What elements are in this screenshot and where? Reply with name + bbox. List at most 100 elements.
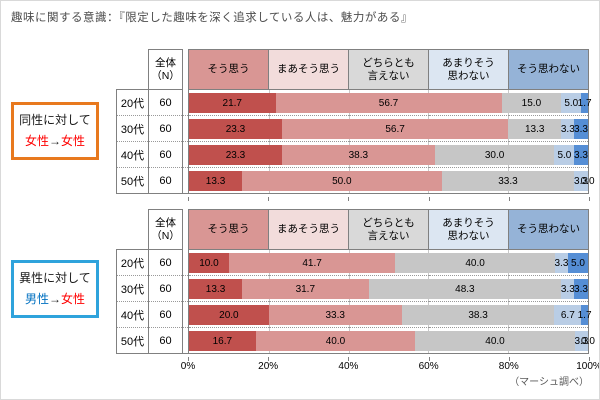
plot-cell: 23.3 38.3 30.0 5.0 3.3 [188,141,589,168]
bar-value-label: 38.3 [468,309,488,321]
bar-value-label: 5.0 [571,257,585,269]
bar-value-label: 21.7 [222,97,242,109]
plot-area: 21.7 56.7 15.0 5.0 1.7 [189,90,592,115]
plot-cell: 10.0 41.7 40.0 3.3 5.0 [188,249,589,276]
gap-cell [182,115,189,142]
age-label: 30代 [116,115,149,142]
bar-value-label: 3.3 [560,283,575,295]
table-row: 20代 60 10.0 41.7 40.0 3.3 5.0 [116,249,589,276]
bar-segment: 6.7 [554,305,582,325]
bar-segment: 21.7 [189,93,276,113]
bar-segment: 13.3 [508,119,562,139]
axis-tick-label: 40% [338,361,359,372]
bar-segment: 40.0 [415,331,575,351]
bar-segment: 13.3 [189,279,243,299]
bar-segment: 38.3 [401,305,555,325]
group-direction-label: 男性→女性 [25,289,85,310]
bar-segment: 33.3 [441,171,575,191]
gap-cell [182,249,189,276]
bar-value-label: 1.7 [577,309,592,321]
axis-tick [589,357,590,361]
gap-cell [182,275,189,302]
bar-segment: 3.3 [554,253,568,273]
axis-tick-label: 80% [498,361,519,372]
table-row: 40代 60 23.3 38.3 30.0 5.0 3.3 [116,141,589,168]
legend-cell: そう思う [188,209,269,250]
bar-value-label: 0.0 [581,335,595,347]
axis-tick [268,357,270,361]
axis-tick [508,357,510,361]
bar-value-label: 3.3 [574,283,588,295]
bar-segment: 5.0 [554,145,575,165]
bar-value-label: 6.7 [560,309,575,321]
stacked-bar: 23.3 56.7 13.3 3.3 3.3 [189,119,588,139]
plot-area: 10.0 41.7 40.0 3.3 5.0 [189,250,588,275]
n-value: 60 [148,115,183,142]
n-column-header: 全体 （N） [148,49,183,90]
bar-segment: 31.7 [242,279,369,299]
plot-cell: 20.0 33.3 38.3 6.7 1.7 [188,301,592,328]
age-label: 50代 [116,327,149,354]
plot-area: 20.0 33.3 38.3 6.7 1.7 [189,302,592,327]
legend-cell: どちらとも 言えない [348,49,429,90]
source-note: （マーシュ調べ） [509,377,589,388]
bar-segment: 3.3 [560,119,575,139]
group-to-label: 女性 [61,134,86,148]
bar-value-label: 3.3 [574,149,588,161]
group-from-label: 男性 [24,292,49,306]
n-value: 60 [148,89,183,116]
table-row: 40代 60 20.0 33.3 38.3 6.7 1.7 [116,301,592,328]
axis-tick [508,197,510,201]
group-direction-label: 女性→女性 [25,131,85,152]
chart-table: 全体 （N） そう思う まあそう思う どちらとも 言えない あまりそう 思わない そう思わ… [116,49,595,194]
plot-cell: 13.3 50.0 33.3 3.3 0.0 [188,167,595,194]
n-value: 60 [148,275,183,302]
stacked-bar: 16.7 40.0 40.0 3.3 0.0 [189,331,595,351]
bar-segment: 16.7 [189,331,256,351]
bar-segment: 10.0 [189,253,229,273]
axis-tick-label: 60% [418,361,439,372]
n-value: 60 [148,249,183,276]
bar-value-label: 3.3 [560,123,575,135]
bar-value-label: 3.3 [574,335,589,347]
n-value: 60 [148,327,183,354]
bar-value-label: 3.3 [574,175,588,187]
bar-value-label: 48.3 [455,283,475,295]
bar-segment: 33.3 [268,305,402,325]
corner-cell [116,49,149,90]
plot-area: 13.3 31.7 48.3 3.3 3.3 [189,276,588,301]
n-column-header: 全体 （N） [148,209,183,250]
x-axis [188,197,590,215]
axis-tick [268,197,270,201]
bar-segment: 41.7 [228,253,396,273]
age-label: 20代 [116,249,149,276]
group-box-same-sex: 同性に対して 女性→女性 [11,102,99,160]
legend-cell: そう思わない [508,49,589,90]
legend-cell: そう思わない [508,209,589,250]
bar-value-label: 5.0 [564,97,579,109]
axis-tick [188,357,189,361]
bar-segment: 50.0 [242,171,442,191]
group-relation-label: 同性に対して [19,113,91,127]
gap-cell [182,49,189,90]
n-value: 60 [148,167,183,194]
group-from-label: 女性 [24,134,49,148]
bar-segment: 38.3 [281,145,435,165]
bar-value-label: 23.3 [225,123,246,135]
arrow-icon: → [49,134,61,148]
bar-segment: 40.0 [395,253,555,273]
x-axis: 0% 20% 40% 60% 80% 100% [181,357,599,375]
gap-cell [182,141,189,168]
n-value: 60 [148,141,183,168]
legend-cell: どちらとも 言えない [348,209,429,250]
axis-tick [348,197,350,201]
bar-value-label: 30.0 [484,149,505,161]
group-relation-label: 異性に対して [19,271,91,285]
bar-value-label: 40.0 [465,257,485,269]
table-row: 30代 60 13.3 31.7 48.3 3.3 3.3 [116,275,589,302]
legend-cell: あまりそう 思わない [428,49,509,90]
bar-value-label: 0.0 [580,175,595,187]
chart-same-sex: 全体 （N） そう思う まあそう思う どちらとも 言えない あまりそう 思わない そう思わ… [116,49,595,201]
axis-tick-label: 20% [258,361,279,372]
bar-segment: 56.7 [281,119,509,139]
